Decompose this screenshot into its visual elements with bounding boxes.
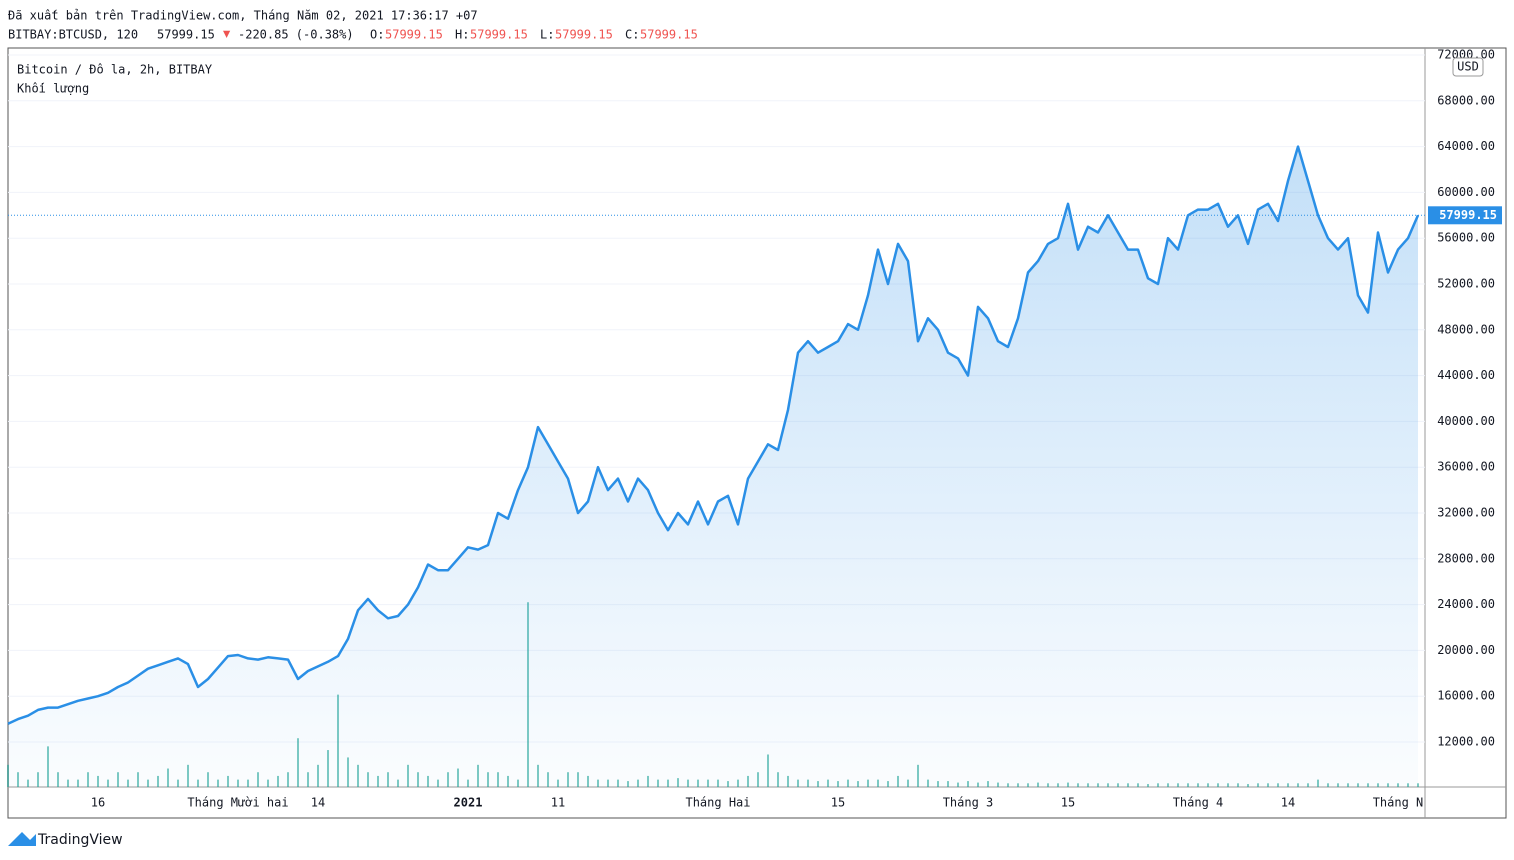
x-tick-label: Tháng Mười hai [187,796,288,810]
ohlc-label: C: [625,28,639,42]
symbol-info: BITBAY:BTCUSD, 120 57999.15 ▼ -220.85 (-… [8,27,698,42]
ohlc-value: 57999.15 [640,28,698,42]
ohlc-value: 57999.15 [385,28,443,42]
x-tick-label: 2021 [454,796,483,810]
currency-badge [1452,57,1484,77]
y-tick-label: 12000.00 [1437,735,1495,749]
y-tick-label: 16000.00 [1437,689,1495,703]
ohlc-value: 57999.15 [470,28,528,42]
legend-volume: Khối lượng [17,82,89,96]
ohlc-label: L: [540,28,554,42]
y-tick-label: 68000.00 [1437,93,1495,107]
last-price-badge [1428,206,1502,225]
symbol: BITBAY:BTCUSD, 120 [8,28,138,42]
change: -220.85 (-0.38%) [238,28,354,42]
y-tick-label: 40000.00 [1437,414,1495,428]
y-tick-label: 36000.00 [1437,460,1495,474]
currency: USD [1457,60,1479,74]
brand: TradingView [37,832,123,848]
frame [7,47,1507,819]
ohlc-value: 57999.15 [555,28,613,42]
logo: TradingView [8,832,123,848]
last-price-label: 57999.15 [1439,208,1497,222]
x-tick-label: 15 [1061,796,1075,810]
y-tick-label: 60000.00 [1437,185,1495,199]
y-tick-label: 48000.00 [1437,322,1495,336]
x-tick-label: Tháng N [1373,796,1424,810]
y-tick-label: 52000.00 [1437,276,1495,290]
x-tick-label: 14 [311,796,325,810]
x-tick-label: Tháng Hai [685,796,750,810]
x-tick-label: 15 [831,796,845,810]
ohlc-label: H: [455,28,469,42]
price-area [8,146,1418,788]
down-arrow: ▼ [223,27,231,41]
x-tick-label: 14 [1281,796,1295,810]
y-tick-label: 20000.00 [1437,643,1495,657]
last: 57999.15 [157,28,215,42]
y-tick-label: 56000.00 [1437,231,1495,245]
legend-main: Bitcoin / Đô la, 2h, BITBAY [17,63,213,77]
y-tick-label: 24000.00 [1437,597,1495,611]
ohlc-label: O: [370,28,384,42]
y-tick-label: 64000.00 [1437,139,1495,153]
x-tick-label: 16 [91,796,105,810]
y-tick-label: 44000.00 [1437,368,1495,382]
x-tick-label: Tháng 4 [1173,796,1224,810]
y-tick-label: 28000.00 [1437,551,1495,565]
price-line [7,145,1420,725]
x-tick-label: Tháng 3 [943,796,994,810]
y-tick-label: 32000.00 [1437,505,1495,519]
x-tick-label: 11 [551,796,565,810]
published-note: Đã xuất bản trên TradingView.com, Tháng … [8,9,478,23]
